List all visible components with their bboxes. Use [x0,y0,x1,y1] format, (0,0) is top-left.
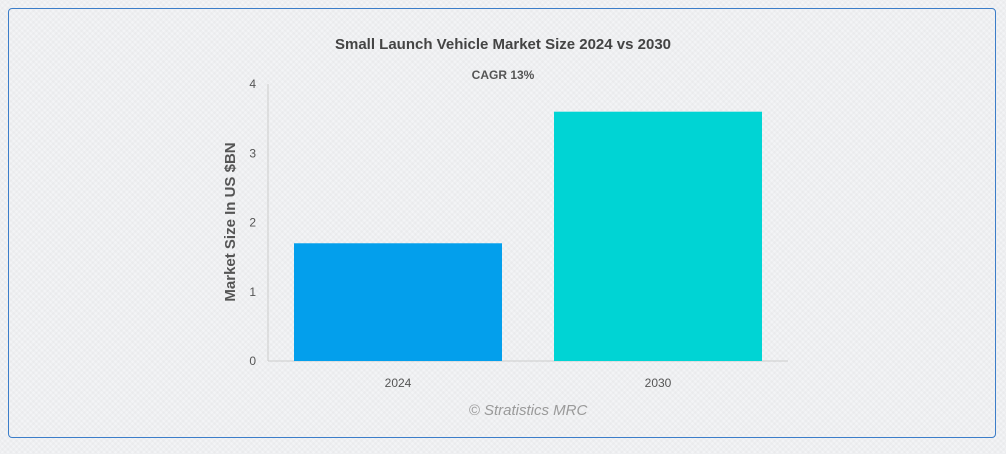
y-tick-label: 2 [249,216,256,230]
x-axis-ticks: 2024 2030 [385,376,672,390]
bar-2030[interactable] [554,111,762,361]
chart-card [8,8,996,438]
y-tick-label: 4 [249,77,256,91]
x-tick-label: 2024 [385,376,412,390]
y-tick-label: 1 [249,285,256,299]
chart-title: Small Launch Vehicle Market Size 2024 vs… [335,36,671,53]
y-axis-ticks: 0 1 2 3 4 [249,77,256,368]
y-tick-label: 0 [249,354,256,368]
chart-subtitle: CAGR 13% [472,68,535,82]
y-tick-label: 3 [249,146,256,160]
x-tick-label: 2030 [645,376,672,390]
bars-group [294,111,762,361]
bar-2024[interactable] [294,243,502,361]
watermark-text: © Stratistics MRC [469,402,588,419]
y-axis-label: Market Size In US $BN [222,142,239,301]
